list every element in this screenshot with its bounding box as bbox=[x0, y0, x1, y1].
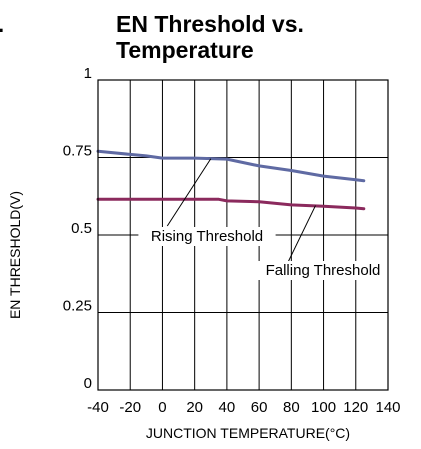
annotations: Rising Threshold Falling Threshold bbox=[138, 158, 396, 280]
y-axis-label: EN THRESHOLD(V) bbox=[7, 191, 23, 319]
x-tick-label: 100 bbox=[311, 399, 336, 416]
y-tick-label: 0.75 bbox=[63, 143, 92, 160]
falling-threshold-label-bg bbox=[250, 261, 396, 280]
x-tick-label: -40 bbox=[87, 399, 109, 416]
rising-threshold-label: Rising Threshold bbox=[151, 228, 263, 245]
rising-threshold-label-bg bbox=[138, 227, 276, 246]
y-tick-label: 0 bbox=[84, 375, 92, 392]
falling-threshold-label: Falling Threshold bbox=[266, 262, 381, 279]
x-tick-label: -20 bbox=[119, 399, 141, 416]
y-tick-label: 0.5 bbox=[71, 220, 92, 237]
x-tick-labels: -40 -20 0 20 40 60 80 100 120 140 bbox=[87, 399, 400, 416]
x-axis-label: JUNCTION TEMPERATURE(°C) bbox=[146, 425, 350, 441]
falling-threshold-leader-line bbox=[287, 205, 316, 263]
y-tick-label: 1 bbox=[84, 65, 92, 82]
page-fragment-mark: . bbox=[0, 12, 4, 37]
rising-threshold-leader-line bbox=[166, 158, 212, 227]
x-tick-label: 20 bbox=[186, 399, 203, 416]
series-lines bbox=[96, 149, 366, 211]
x-tick-label: 60 bbox=[251, 399, 268, 416]
x-tick-label: 120 bbox=[343, 399, 368, 416]
falling-threshold-line bbox=[96, 197, 366, 211]
plot-frame bbox=[97, 79, 389, 391]
x-tick-label: 80 bbox=[283, 399, 300, 416]
x-tick-label: 40 bbox=[219, 399, 236, 416]
y-tick-label: 0.25 bbox=[63, 298, 92, 315]
rising-threshold-line bbox=[96, 149, 366, 183]
chart-title-line-2: Temperature bbox=[116, 37, 254, 63]
x-tick-label: 0 bbox=[158, 399, 166, 416]
y-tick-labels: 0 0.25 0.5 0.75 1 bbox=[63, 65, 92, 392]
chart-title-line-1: EN Threshold vs. bbox=[116, 11, 304, 37]
x-tick-label: 140 bbox=[375, 399, 400, 416]
